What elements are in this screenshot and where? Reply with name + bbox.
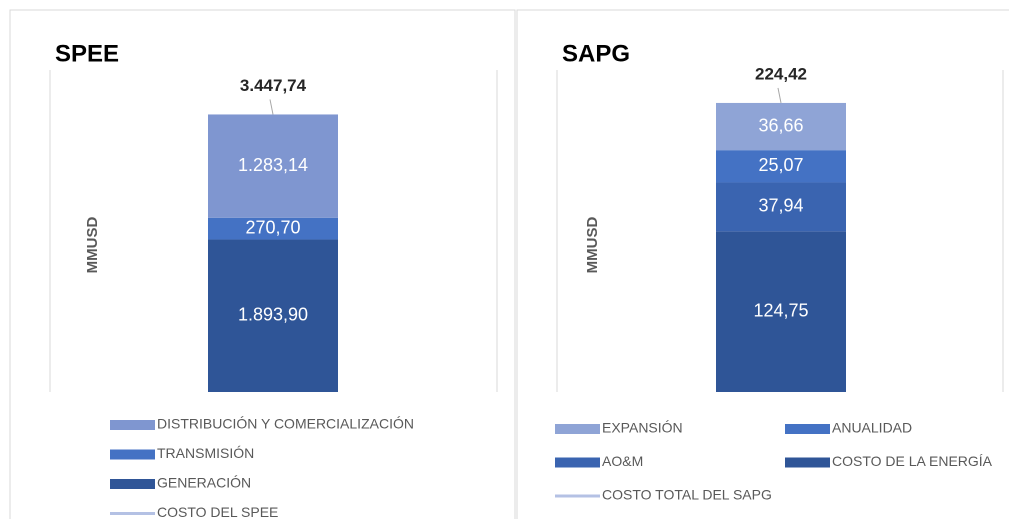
legend-label: COSTO DE LA ENERGÍA [832,453,993,469]
total-leader [269,99,274,115]
total-leader [777,87,782,104]
legend-swatch [110,420,155,430]
segment-label: 25,07 [758,155,803,175]
legend-label: DISTRIBUCIÓN Y COMERCIALIZACIÓN [157,416,414,432]
bar-segment [716,182,846,232]
legend-swatch [785,424,830,434]
panel-border [516,9,1009,519]
segment-label: 1.283,14 [238,155,308,175]
segment-label: 1.893,90 [238,305,308,325]
chart-title: SPEE [55,40,119,67]
bar-segment [208,114,338,218]
segment-label: 124,75 [753,300,808,320]
chart-title: SAPG [562,40,630,67]
legend-label: COSTO TOTAL DEL SAPG [602,487,772,503]
segment-label: 36,66 [758,115,803,135]
legend-swatch [555,424,600,434]
legend-label: COSTO DEL SPEE [157,504,278,519]
legend-label: ANUALIDAD [832,420,912,436]
legend-label: AO&M [602,453,643,469]
bar-segment [716,102,846,151]
bar-segment [208,217,338,240]
legend-swatch [110,449,155,460]
legend-label: TRANSMISIÓN [157,445,254,461]
panel-border [9,9,516,519]
legend-swatch [110,479,155,489]
segment-label: 37,94 [758,196,803,216]
legend-label: GENERACIÓN [157,475,251,491]
legend-swatch [785,457,830,468]
total-label: 3.447,74 [240,76,307,95]
bar-segment [208,239,338,392]
y-axis-label: MMUSD [84,217,101,274]
bar-segment [716,231,846,392]
segment-label: 270,70 [245,217,300,237]
total-label: 224,42 [755,64,807,83]
y-axis-label: MMUSD [584,217,601,274]
legend-swatch [555,457,600,468]
bar-segment [716,150,846,183]
legend-label: EXPANSIÓN [602,420,683,436]
